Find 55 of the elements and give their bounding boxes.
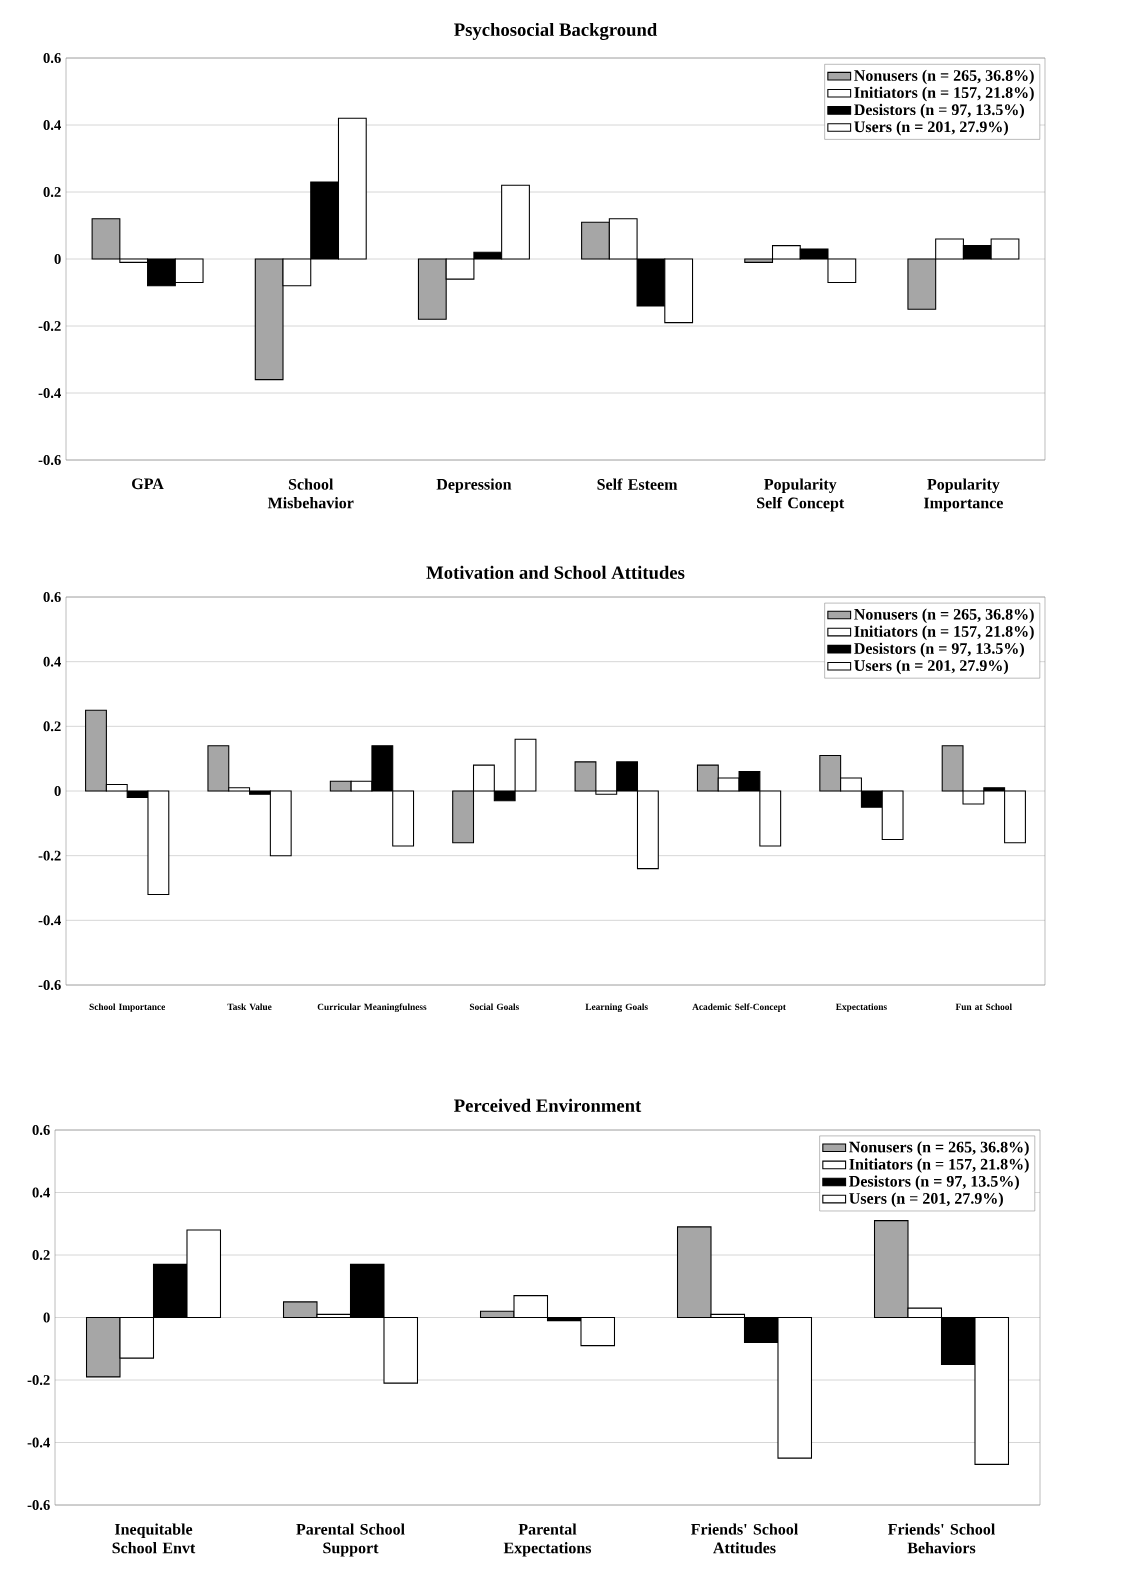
- y-tick-label: 0.6: [32, 1125, 50, 1135]
- y-tick-label: -0.2: [38, 850, 61, 861]
- x-tick-label: School Importance: [89, 1003, 166, 1012]
- legend-label: Initiators (n = 157, 21.8%): [849, 1158, 1029, 1173]
- x-tick-label: Academic Self-Concept: [692, 1003, 786, 1012]
- y-tick-label: 0: [43, 1312, 50, 1323]
- y-tick-label: 0.2: [32, 1250, 50, 1260]
- x-tick-label: GPA: [132, 478, 164, 490]
- y-tick-label: 0.4: [43, 656, 61, 667]
- y-tick-label: -0.4: [27, 1437, 50, 1448]
- y-tick-label: -0.4: [38, 388, 61, 398]
- y-tick-label: -0.4: [38, 915, 61, 926]
- y-tick-label: 0.6: [43, 53, 61, 63]
- x-tick-label: Task Value: [227, 1003, 272, 1011]
- chart-title: Motivation and School Attitudes: [426, 565, 685, 579]
- y-tick-label: 0: [54, 786, 61, 796]
- legend-label: Desistors (n = 97, 13.5%): [854, 103, 1024, 119]
- x-tick-label: Popularity Importance: [923, 478, 1003, 512]
- y-tick-label: 0.4: [43, 120, 61, 130]
- legend-label: Users (n = 201, 27.9%): [849, 1192, 1003, 1208]
- y-tick-label: -0.6: [27, 1500, 50, 1510]
- x-tick-label: Parental Expectations: [503, 1523, 592, 1557]
- x-tick-label: Fun at School: [955, 1003, 1012, 1010]
- legend-label: Users (n = 201, 27.9%): [854, 659, 1008, 675]
- x-tick-label: Expectations: [835, 1003, 887, 1012]
- y-tick-label: -0.2: [38, 321, 61, 331]
- legend-label: Nonusers (n = 265, 36.8%): [854, 69, 1034, 85]
- x-tick-label: Popularity Self Concept: [757, 478, 845, 512]
- x-tick-label: Social Goals: [469, 1003, 519, 1010]
- x-tick-label: Curricular Meaningfulness: [317, 1003, 427, 1013]
- y-tick-label: -0.2: [27, 1375, 50, 1385]
- x-tick-label: Learning Goals: [585, 1003, 648, 1012]
- x-tick-label: Friends' School Behaviors: [887, 1523, 995, 1554]
- legend-label: Users (n = 201, 27.9%): [854, 120, 1008, 136]
- legend-label: Initiators (n = 157, 21.8%): [854, 625, 1034, 641]
- x-tick-label: Friends' School Attitudes: [690, 1523, 798, 1554]
- x-tick-label: Inequitable School Envt: [112, 1523, 196, 1554]
- x-tick-label: Depression: [436, 478, 512, 493]
- y-tick-label: 0.6: [43, 592, 61, 602]
- legend-label: Initiators (n = 157, 21.8%): [854, 86, 1034, 102]
- y-tick-label: 0.4: [32, 1187, 50, 1198]
- x-tick-label: School Misbehavior: [267, 478, 354, 509]
- x-tick-label: Self Esteem: [597, 478, 678, 490]
- legend-label: Desistors (n = 97, 13.5%): [854, 642, 1024, 658]
- y-tick-label: 0: [54, 254, 61, 264]
- y-tick-label: 0.2: [43, 721, 61, 732]
- legend-label: Nonusers (n = 265, 36.8%): [849, 1141, 1029, 1156]
- y-tick-label: 0.2: [43, 187, 61, 197]
- chart-title: Perceived Environment: [454, 1098, 642, 1112]
- y-tick-label: -0.6: [38, 455, 61, 465]
- y-tick-label: -0.6: [38, 980, 61, 990]
- legend-label: Nonusers (n = 265, 36.8%): [854, 608, 1034, 623]
- chart-title: Psychosocial Background: [454, 22, 658, 40]
- legend-label: Desistors (n = 97, 13.5%): [849, 1175, 1019, 1190]
- x-tick-label: Parental School Support: [296, 1523, 405, 1557]
